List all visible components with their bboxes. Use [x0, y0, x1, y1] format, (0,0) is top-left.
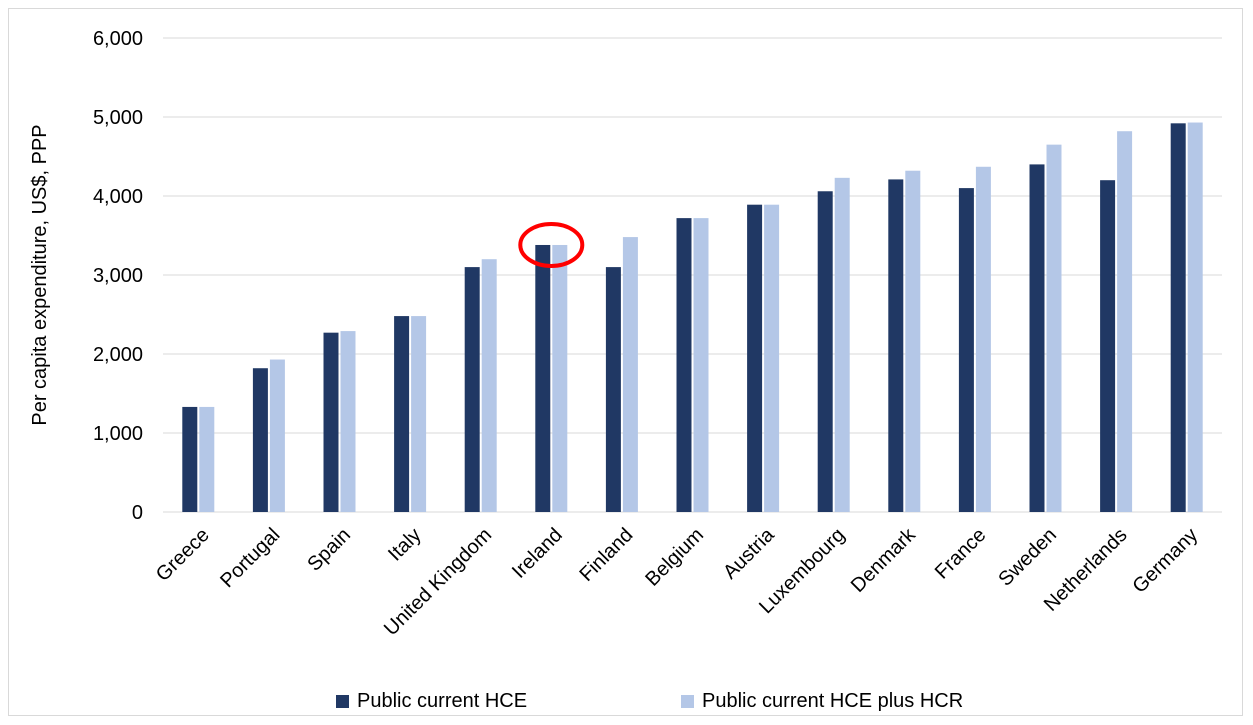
bar [817, 191, 833, 512]
y-tick-label: 1,000 [93, 423, 143, 445]
bar [605, 267, 621, 512]
bar [199, 406, 215, 512]
bar [552, 244, 568, 513]
x-tick-label: Germany [1129, 524, 1203, 598]
highlight-circle [518, 221, 585, 268]
bar [676, 218, 692, 512]
bar [269, 359, 285, 512]
legend-label: Public current HCE plus HCR [702, 690, 964, 712]
bar [888, 179, 904, 512]
legend-swatch [336, 695, 349, 708]
bar [1117, 131, 1133, 512]
y-axis-title: Per capita expenditure, US$, PPP [29, 124, 51, 425]
legend-item-series-2: Public current HCE plus HCR [681, 690, 963, 713]
x-tick-label: Italy [384, 524, 425, 565]
y-tick-label: 2,000 [93, 344, 143, 366]
x-tick-label: Belgium [641, 524, 708, 591]
bar [622, 237, 638, 512]
x-tick-label: Greece [152, 524, 214, 586]
bar [958, 188, 974, 512]
bar [252, 368, 268, 512]
x-tick-label: Denmark [847, 523, 921, 597]
bar [323, 332, 339, 512]
x-tick-label: Finland [575, 524, 637, 586]
bar-chart: 0 1,000 2,000 3,000 4,000 5,000 6,000 Per capit… [29, 28, 1222, 640]
x-tick-label: Austria [719, 523, 779, 583]
y-tick-label: 3,000 [93, 265, 143, 287]
bar [905, 170, 921, 512]
y-tick-label: 4,000 [93, 186, 143, 208]
bar [481, 259, 497, 512]
bar [1046, 144, 1062, 512]
bar [394, 316, 410, 512]
bar [535, 244, 551, 513]
bar [1187, 122, 1203, 512]
legend-label: Public current HCE [357, 690, 528, 712]
x-tick-label: Sweden [994, 524, 1061, 591]
bar [340, 331, 356, 512]
legend-swatch [681, 695, 694, 708]
legend-item-series-1: Public current HCE [336, 690, 527, 713]
x-tick-label: Ireland [508, 524, 567, 583]
y-tick-label: 0 [132, 502, 143, 524]
y-tick-label: 6,000 [93, 28, 143, 50]
bar [693, 218, 709, 512]
bar [975, 166, 991, 512]
bar [1170, 123, 1186, 512]
bar [464, 267, 480, 512]
legend: Public current HCE Public current HCE pl… [0, 690, 1253, 720]
x-tick-label: Spain [303, 524, 355, 576]
x-tick-label: Portugal [216, 524, 284, 592]
bar [764, 204, 780, 512]
bar [182, 406, 198, 512]
x-tick-label: France [931, 524, 991, 584]
bar [834, 177, 850, 512]
bar [747, 204, 763, 512]
bar [411, 316, 427, 512]
y-tick-label: 5,000 [93, 107, 143, 129]
bar [1029, 164, 1045, 512]
bar [1100, 180, 1116, 512]
